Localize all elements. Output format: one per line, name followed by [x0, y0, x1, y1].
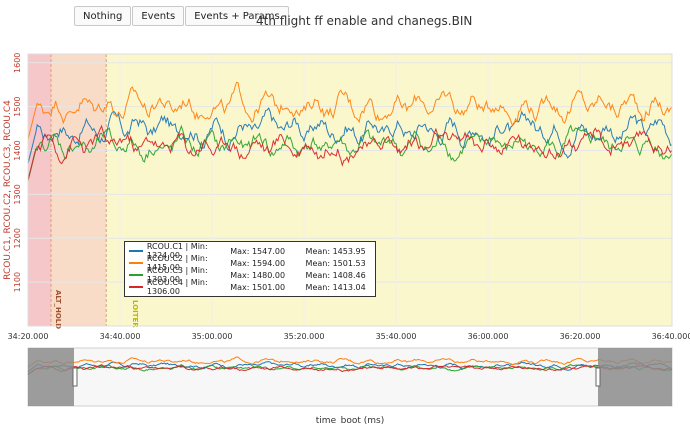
legend-max: Max: 1480.00 [230, 270, 286, 280]
nothing-button[interactable]: Nothing [74, 6, 132, 26]
mode-band [51, 54, 107, 326]
range-mask-left[interactable] [28, 348, 74, 406]
legend-swatch-c4 [129, 286, 143, 288]
range-slider [27, 347, 673, 407]
x-tick-label: 35:20.000 [284, 332, 325, 341]
legend-swatch-c2 [129, 262, 143, 264]
legend-name: RCOU.C3 | Min: 1303.00 [146, 266, 208, 284]
legend-mean: Mean: 1413.04 [305, 282, 366, 292]
x-tick-label: 35:00.000 [192, 332, 233, 341]
events-button[interactable]: Events [132, 6, 185, 26]
mode-band [28, 54, 51, 326]
range-handle-left[interactable] [72, 367, 78, 387]
y-tick-label: 1200 [13, 228, 22, 248]
legend: RCOU.C1 | Min: 1324.00 Max: 1547.00 Mean… [124, 241, 376, 297]
range-handle-right[interactable] [595, 367, 601, 387]
x-axis-label: time_boot (ms) [316, 416, 384, 424]
toolbar: Nothing Events Events + Params [74, 6, 290, 26]
events-params-button[interactable]: Events + Params [185, 6, 289, 26]
range-series-line [27, 356, 673, 368]
legend-mean: Mean: 1501.53 [305, 258, 366, 268]
range-series-line [27, 364, 673, 375]
series-line-rcou-c2 [27, 81, 673, 140]
y-tick-label: 1400 [13, 140, 22, 160]
legend-swatch-c1 [129, 250, 143, 252]
legend-swatch-c3 [129, 274, 143, 276]
legend-max: Max: 1547.00 [230, 246, 286, 256]
mode-label-althold: ALT_HOLD [54, 290, 62, 329]
y-axis-label: RCOU.C1, RCOU.C2, RCOU.C3, RCOU.C4 [3, 100, 13, 280]
legend-row: RCOU.C2 | Min: 1415.00 Max: 1594.00 Mean… [129, 254, 371, 272]
y-tick-label: 1600 [13, 53, 22, 73]
series-line-rcou-c3 [27, 124, 673, 182]
x-tick-label: 35:40.000 [376, 332, 417, 341]
mode-label-loiter: LOITER [131, 300, 139, 328]
y-tick-label: 1100 [13, 272, 22, 292]
legend-name: RCOU.C2 | Min: 1415.00 [146, 254, 208, 272]
x-tick-label: 36:20.000 [560, 332, 601, 341]
x-tick-label: 36:40.000 [652, 332, 690, 341]
legend-row: RCOU.C3 | Min: 1303.00 Max: 1480.00 Mean… [129, 266, 371, 284]
x-tick-label: 36:00.000 [468, 332, 509, 341]
y-tick-label: 1300 [13, 184, 22, 204]
series-line-rcou-c4 [27, 124, 673, 181]
range-mask-right[interactable] [598, 348, 672, 406]
chart-title: 4th flight ff enable and chanegs.BIN [256, 14, 473, 28]
x-tick-label: 34:20.000 [8, 332, 49, 341]
legend-mean: Mean: 1408.46 [305, 270, 366, 280]
legend-name: RCOU.C1 | Min: 1324.00 [146, 242, 208, 260]
legend-max: Max: 1594.00 [230, 258, 286, 268]
y-tick-label: 1500 [13, 96, 22, 116]
series-line-rcou-c1 [27, 107, 673, 164]
legend-row: RCOU.C1 | Min: 1324.00 Max: 1547.00 Mean… [129, 242, 371, 260]
legend-row: RCOU.C4 | Min: 1306.00 Max: 1501.00 Mean… [129, 278, 371, 296]
range-series-line [27, 361, 673, 372]
x-tick-label: 34:40.000 [100, 332, 141, 341]
legend-max: Max: 1501.00 [230, 282, 286, 292]
legend-mean: Mean: 1453.95 [305, 246, 366, 256]
plot-border [27, 53, 673, 327]
legend-name: RCOU.C4 | Min: 1306.00 [146, 278, 208, 296]
